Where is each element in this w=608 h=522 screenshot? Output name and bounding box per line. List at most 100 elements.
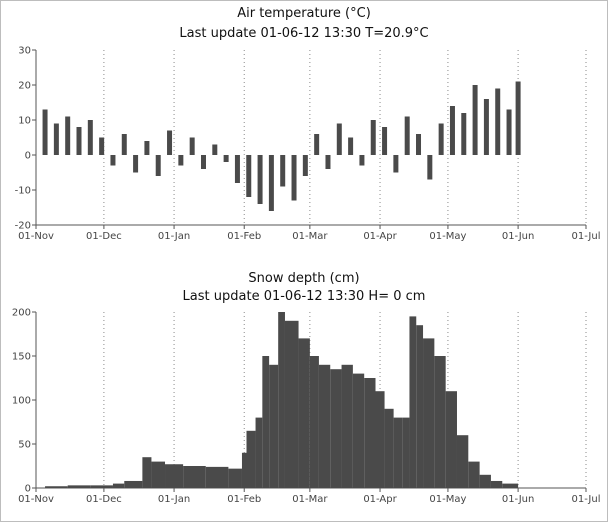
temperature-bar: [404, 116, 410, 155]
x-tick-label: 01-Jun: [502, 231, 535, 242]
x-tick-label: 01-May: [429, 494, 466, 505]
temperature-bar: [280, 155, 286, 187]
temperature-bar: [515, 81, 521, 155]
temperature-bar: [167, 130, 173, 155]
snow-depth-bar: [124, 480, 143, 488]
snow-depth-bar: [241, 452, 247, 488]
x-tick-label: 01-Feb: [227, 494, 261, 505]
chart-2-title: Snow depth (cm): [248, 271, 360, 286]
snow-depth-bar: [165, 464, 184, 488]
snow-depth-bar: [45, 486, 68, 488]
snow-depth-bar: [502, 483, 519, 488]
snow-depth-bar: [423, 338, 435, 488]
snow-depth-bar: [479, 474, 491, 488]
temperature-bar: [121, 134, 127, 155]
snow-depth-bar: [284, 320, 299, 488]
snow-depth-bar: [416, 325, 424, 488]
temperature-bar: [382, 127, 388, 155]
temperature-bar: [110, 155, 116, 166]
x-tick-label: 01-Nov: [18, 494, 54, 505]
snow-depth-bar: [364, 378, 376, 488]
y-tick-label: -10: [15, 186, 31, 197]
y-tick-label: 100: [12, 396, 31, 407]
temperature-bar: [178, 155, 184, 166]
temperature-bar: [99, 137, 105, 155]
snow-depth-bar: [151, 461, 166, 488]
snow-depth-bar: [112, 483, 125, 488]
y-tick-label: 20: [18, 81, 31, 92]
temperature-bar: [416, 134, 422, 155]
temperature-bar: [257, 155, 263, 204]
temperature-bar: [472, 85, 478, 155]
temperature-bar: [325, 155, 331, 169]
temperature-bar: [133, 155, 139, 173]
snow-depth-bar: [490, 480, 503, 488]
temperature-bar: [348, 137, 354, 155]
snow-depth-bar: [434, 356, 446, 488]
x-tick-label: 01-Mar: [292, 231, 328, 242]
temperature-bar: [495, 88, 501, 155]
snow-depth-bar: [142, 457, 152, 488]
temperature-bar: [506, 109, 512, 155]
temperature-bar: [223, 155, 229, 162]
temperature-bar: [234, 155, 240, 183]
y-tick-label: 200: [12, 308, 31, 319]
y-tick-label: 30: [18, 46, 31, 57]
x-tick-label: 01-Dec: [86, 231, 122, 242]
temperature-bar: [53, 123, 59, 155]
snow-depth-bar: [330, 369, 342, 488]
chart-1-subtitle: Last update 01-06-12 13:30 T=20.9°C: [179, 26, 429, 41]
temperature-bar: [144, 141, 150, 155]
snow-depth-bar: [318, 364, 331, 488]
temperature-bar: [336, 123, 342, 155]
snow-depth-bar: [205, 466, 229, 488]
temperature-bar: [427, 155, 433, 180]
temperature-bar: [449, 106, 455, 155]
temperature-bar: [87, 120, 93, 155]
y-tick-label: 0: [25, 151, 31, 162]
snow-depth-bar: [255, 417, 263, 488]
y-tick-label: 150: [12, 352, 31, 363]
snow-depth-bar: [468, 461, 480, 488]
x-tick-label: 01-Mar: [292, 494, 328, 505]
chart-2-subtitle: Last update 01-06-12 13:30 H= 0 cm: [182, 289, 426, 304]
temperature-bar: [393, 155, 399, 173]
x-tick-label: 01-May: [429, 231, 466, 242]
x-tick-label: 01-Nov: [18, 231, 54, 242]
y-tick-label: 50: [18, 440, 31, 451]
snow-depth-bar: [456, 435, 469, 488]
temperature-bar: [483, 99, 489, 155]
snow-depth-bar: [298, 338, 310, 488]
snow-depth-bar: [90, 485, 113, 488]
temperature-bar: [268, 155, 274, 211]
snow-depth-bar: [246, 430, 256, 488]
temperature-bar: [65, 116, 71, 155]
snow-depth-bar: [228, 468, 242, 488]
snow-depth-bar: [309, 356, 319, 488]
snow-depth-bar: [262, 356, 270, 488]
x-tick-label: 01-Jun: [502, 494, 535, 505]
snow-depth-bar: [352, 373, 365, 488]
y-tick-label: 0: [25, 484, 31, 495]
snow-depth-bar: [393, 417, 403, 488]
x-tick-label: 01-Jan: [158, 494, 190, 505]
chart-1-title: Air temperature (°C): [237, 6, 371, 21]
y-tick-label: 10: [18, 116, 31, 127]
y-tick-label: -20: [15, 221, 31, 232]
x-tick-label: 01-Dec: [86, 494, 122, 505]
snow-depth-bar: [183, 466, 206, 488]
temperature-bar: [438, 123, 444, 155]
snow-depth-bar: [269, 364, 279, 488]
temperature-bar: [189, 137, 195, 155]
snow-depth-bar: [67, 485, 91, 488]
temperature-bar: [246, 155, 252, 197]
temperature-bar: [314, 134, 320, 155]
snow-depth-bar: [445, 391, 457, 488]
temperature-bar: [291, 155, 297, 201]
snow-depth-bar: [375, 391, 385, 488]
snow-depth-bar: [278, 312, 285, 488]
temperature-bar: [155, 155, 161, 176]
snow-depth-bar: [384, 408, 394, 488]
x-tick-label: 01-Jul: [572, 494, 601, 505]
